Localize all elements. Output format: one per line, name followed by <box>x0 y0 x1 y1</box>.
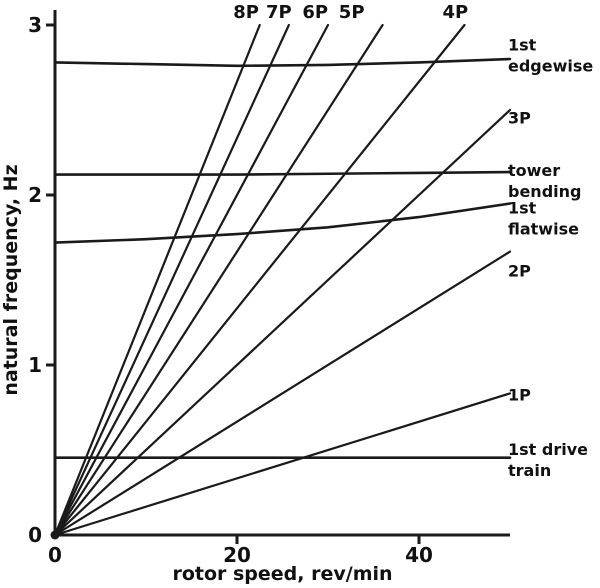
line-2p <box>53 250 512 537</box>
y-axis-title: natural frequency, Hz <box>0 164 22 395</box>
line-1p <box>53 392 512 537</box>
curve-label-tower-bending: bending <box>508 182 581 201</box>
y-tick-label: 1 <box>28 353 42 377</box>
y-tick-label: 0 <box>28 523 42 547</box>
line-1st-flatwise <box>53 202 512 244</box>
x-axis-title: rotor speed, rev/min <box>172 563 392 585</box>
harmonic-label-8p: 8P <box>233 2 259 23</box>
harmonic-label-6p: 6P <box>302 2 328 23</box>
curve-label-2p: 2P <box>508 262 531 281</box>
line-5p <box>53 23 384 537</box>
origin-point <box>50 530 60 540</box>
curve-label-1st-flatwise: flatwise <box>508 220 579 239</box>
curve-label-1st-edgewise: edgewise <box>508 56 593 75</box>
y-tick-label: 2 <box>28 183 42 207</box>
y-tick-label: 3 <box>28 13 42 37</box>
line-6p <box>53 23 330 537</box>
curve-label-1st-edgewise: 1st <box>508 35 537 54</box>
curve-label-1p: 1P <box>508 386 531 405</box>
curve-label-1st-flatwise: 1st <box>508 199 537 218</box>
line-1st-edgewise <box>53 57 512 68</box>
line-3p <box>53 108 512 537</box>
curve-label-1st-drive-train: 1st drive <box>508 440 588 459</box>
curve-label-1st-drive-train: train <box>508 461 551 480</box>
x-tick-label: 20 <box>223 543 251 567</box>
line-7p <box>53 23 290 537</box>
line-4p <box>53 23 466 537</box>
line-8p <box>53 23 261 537</box>
harmonic-label-7p: 7P <box>266 2 292 23</box>
x-tick-label: 40 <box>405 543 433 567</box>
harmonic-label-4p: 4P <box>443 2 469 23</box>
harmonic-label-5p: 5P <box>339 2 365 23</box>
line-tower-bending <box>53 170 512 176</box>
x-tick-label: 0 <box>48 543 62 567</box>
curve-label-3p: 3P <box>508 109 531 128</box>
curve-label-tower-bending: tower <box>508 161 560 180</box>
